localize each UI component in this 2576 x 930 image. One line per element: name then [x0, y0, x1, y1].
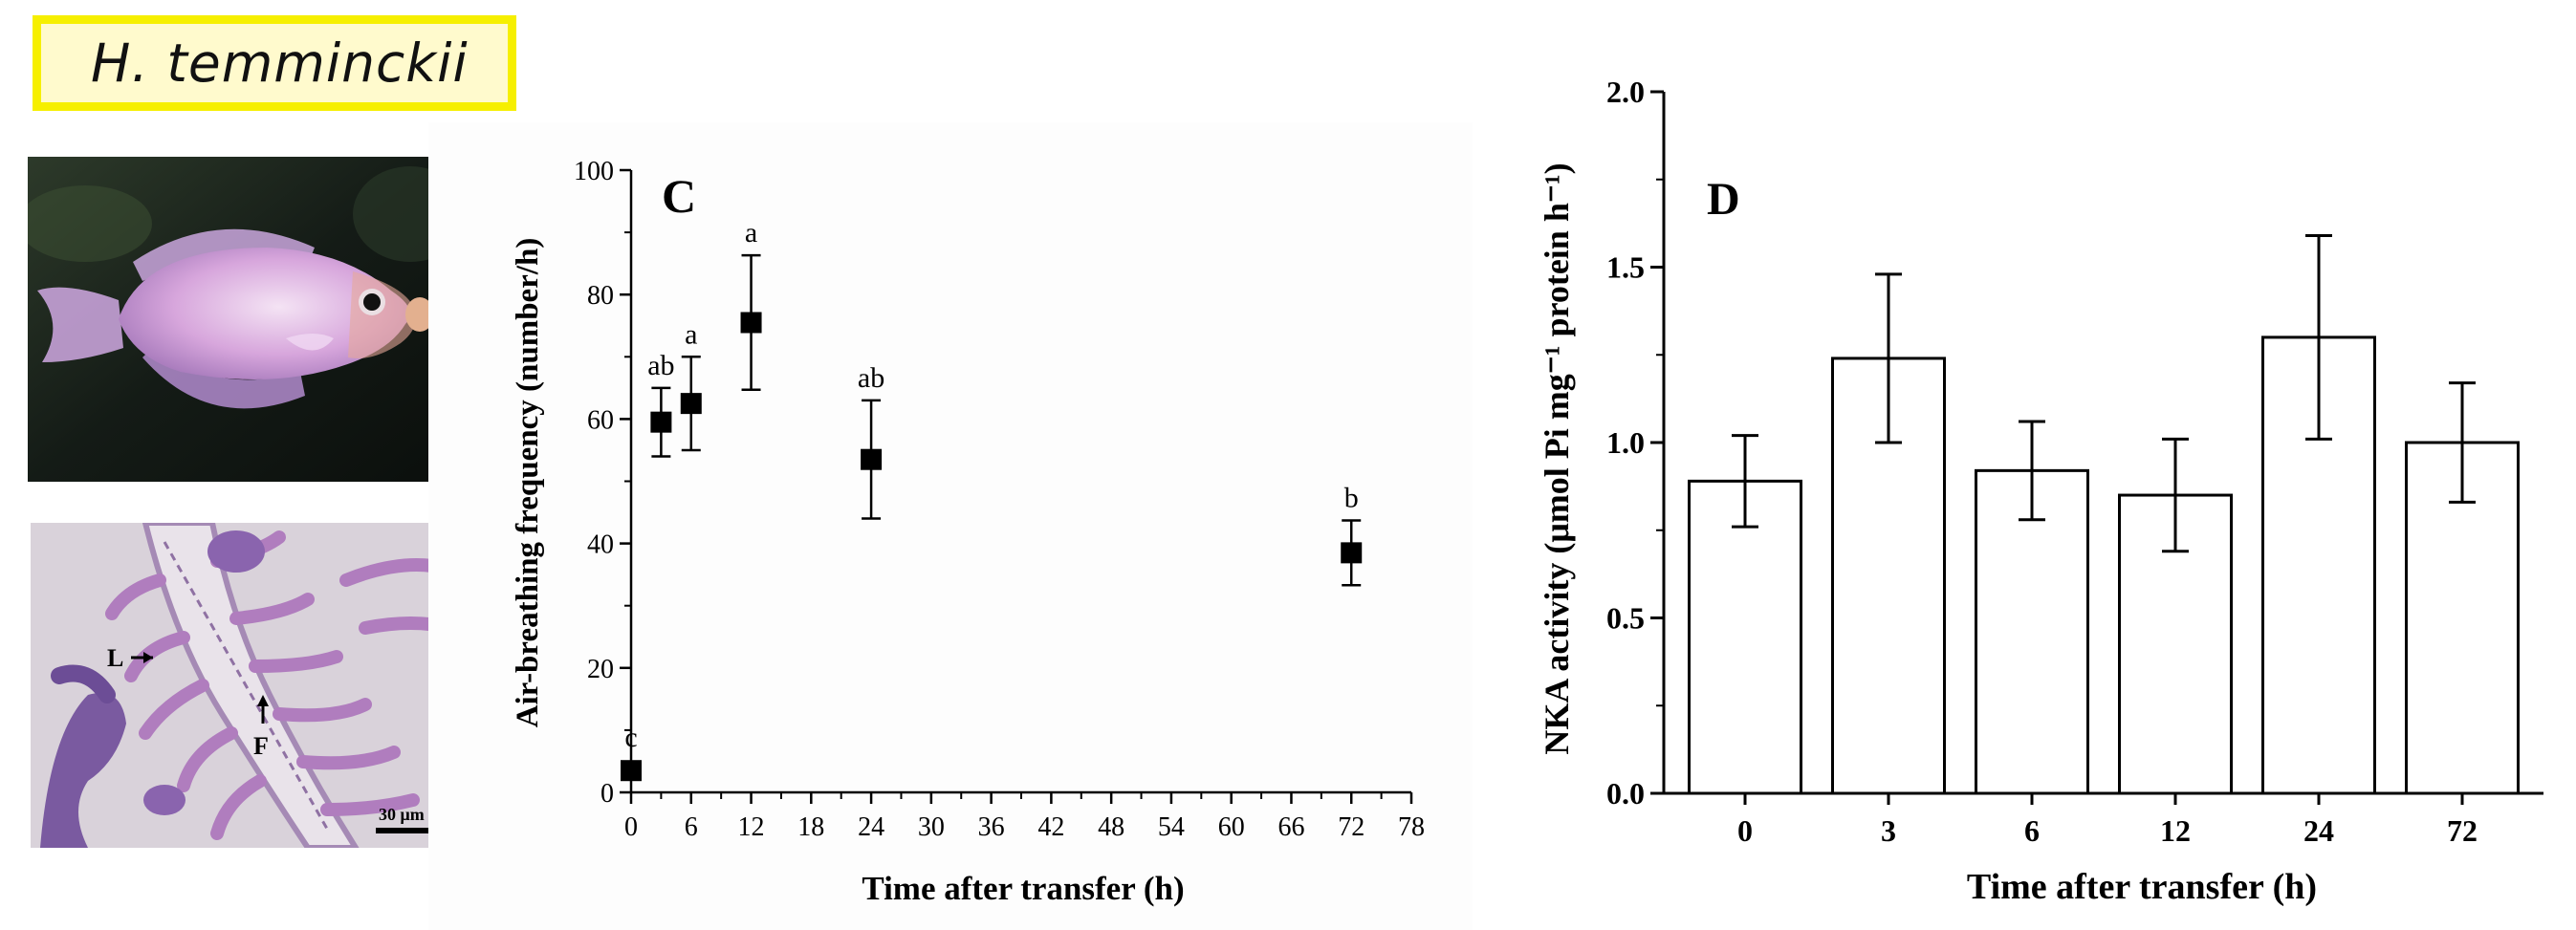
chart-c-ytick-label: 80 — [587, 281, 614, 311]
chart-d-ytick-label: 1.5 — [1606, 250, 1645, 285]
fish-photo — [28, 157, 448, 482]
chart-c-ytick-label: 40 — [587, 530, 614, 560]
chart-c-xtick-label: 12 — [738, 812, 765, 842]
scale-bar — [376, 828, 439, 833]
chart-c-group-label: b — [1344, 483, 1359, 514]
chart-c-xtick-label: 18 — [797, 812, 824, 842]
chart-d-ytick-label: 0.5 — [1606, 601, 1645, 636]
chart-c-ytick-label: 60 — [587, 405, 614, 435]
fish-illustration — [28, 157, 448, 482]
chart-d-xtick-label: 24 — [2303, 813, 2334, 848]
chart-d-xtick-label: 0 — [1737, 813, 1753, 848]
chart-d-bar — [1688, 479, 1802, 795]
chart-d-xtick-label: 72 — [2447, 813, 2478, 848]
chart-c-ytick-label: 0 — [600, 779, 614, 809]
chart-d-ylabel: NKA activity (μmol Pi mg⁻¹ protein h⁻¹) — [1538, 162, 1576, 754]
chart-c-point — [861, 448, 883, 470]
chart-c-xtick-label: 36 — [978, 812, 1005, 842]
chart-c-ytick-label: 100 — [574, 157, 614, 186]
gill-histology-image: L F 30 μm — [31, 523, 455, 848]
scale-bar-label: 30 μm — [379, 805, 425, 824]
chart-c-point — [621, 760, 642, 782]
histology-label-f: F — [253, 732, 269, 760]
chart-d-axes — [1650, 90, 2543, 805]
chart-d-xlabel: Time after transfer (h) — [1967, 867, 2317, 907]
chart-c-xtick-label: 60 — [1218, 812, 1245, 842]
chart-c-xtick-label: 48 — [1098, 812, 1124, 842]
chart-c-ylabel: Air-breathing frequency (number/h) — [511, 238, 545, 728]
chart-c-point — [650, 411, 672, 433]
chart-d-ytick-label: 1.0 — [1606, 425, 1645, 460]
chart-c-group-label: c — [624, 722, 637, 753]
chart-c-xlabel: Time after transfer (h) — [862, 870, 1184, 907]
chart-d-tick-labels: 0.0 0.5 1.0 1.5 2.0 0 3 6 12 24 72 — [1606, 75, 2478, 848]
chart-c-group-label: ab — [647, 350, 674, 381]
species-label: H. temminckii — [91, 32, 469, 94]
histology-illustration: L F 30 μm — [31, 523, 455, 848]
chart-c-xtick-label: 66 — [1277, 812, 1304, 842]
histology-label-l: L — [107, 644, 123, 672]
chart-c-xtick-label: 0 — [624, 812, 638, 842]
scatter-panel-background — [428, 122, 1473, 930]
chart-d-ytick-label: 2.0 — [1606, 75, 1645, 109]
chart-c-xtick-label: 72 — [1338, 812, 1364, 842]
chart-d-ytick-label: 0.0 — [1606, 776, 1645, 811]
chart-c-point — [1341, 542, 1363, 564]
chart-d-xtick-label: 3 — [1881, 813, 1896, 848]
chart-c-group-label: a — [745, 217, 757, 249]
chart-c-group-label: a — [685, 318, 697, 350]
chart-c-axes — [620, 168, 1413, 804]
chart-c-xtick-label: 78 — [1398, 812, 1425, 842]
chart-c-xtick-label: 24 — [858, 812, 884, 842]
chart-c-xtick-label: 54 — [1158, 812, 1185, 842]
chart-c-point — [740, 312, 762, 334]
chart-d-bars — [1688, 233, 2520, 795]
chart-c-panel-label: C — [662, 169, 696, 223]
chart-d-panel-label: D — [1707, 174, 1740, 225]
species-title-box: H. temminckii — [33, 15, 516, 111]
chart-c-xtick-label: 6 — [685, 812, 698, 842]
chart-c-ytick-label: 20 — [587, 655, 614, 684]
chart-c-group-label: ab — [858, 362, 884, 394]
chart-c-point — [680, 393, 702, 415]
chart-c-tick-labels: 0 20 40 60 80 100 0 6 12 18 24 30 36 42 48 54 60 66 72 78 — [574, 157, 1425, 842]
chart-d-xtick-label: 6 — [2024, 813, 2040, 848]
chart-d-xtick-label: 12 — [2160, 813, 2191, 848]
chart-c-xtick-label: 30 — [918, 812, 945, 842]
chart-c-xtick-label: 42 — [1037, 812, 1064, 842]
